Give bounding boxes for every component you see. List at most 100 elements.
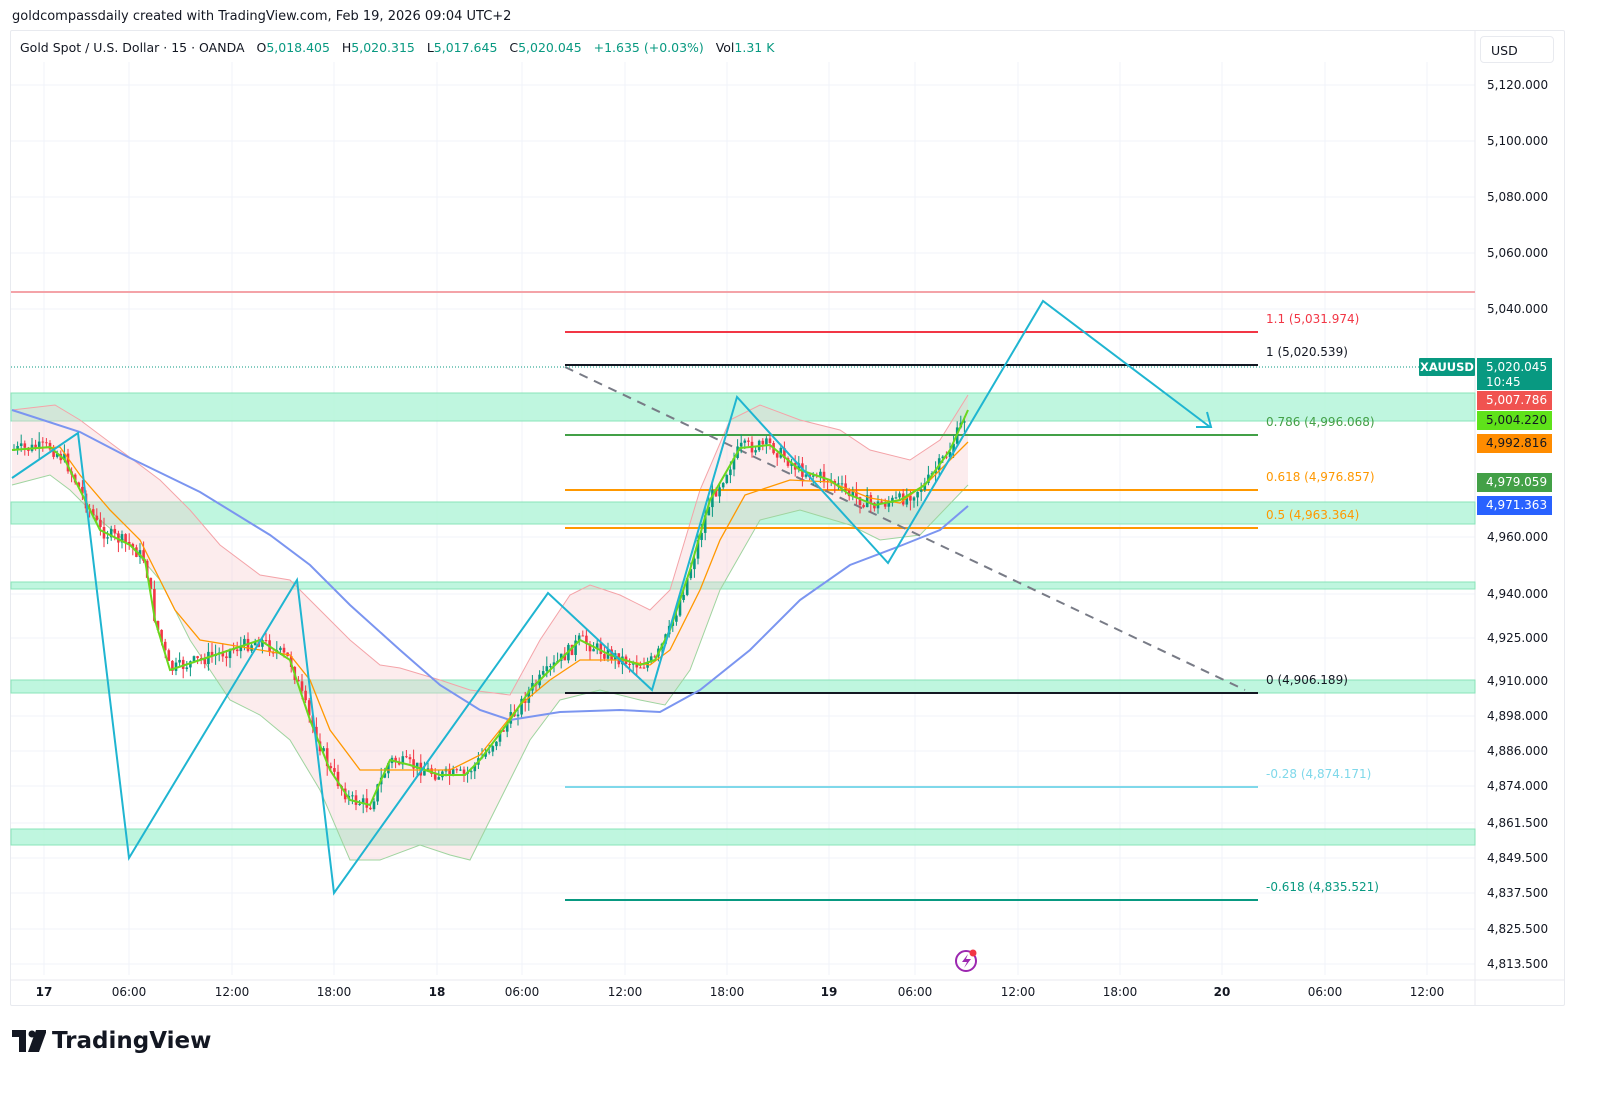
candle-body	[822, 471, 826, 481]
ma-mid	[11, 441, 969, 771]
candle-body	[581, 635, 585, 637]
candle-body	[649, 656, 653, 663]
fibonacci-retracement[interactable]: 1.1 (5,031.974) 1 (5,020.539) 0.786 (4,996…	[11, 312, 1475, 901]
fib-trend-line	[564, 366, 1246, 691]
candle-body	[235, 649, 239, 652]
candle-body	[37, 441, 41, 449]
demand-zone	[10, 828, 1476, 846]
candle-body	[228, 649, 232, 659]
candle-body	[91, 509, 95, 516]
wave-drawings[interactable]	[11, 299, 1213, 896]
time-axis[interactable]: 17 06:00 12:00 18:00 18 06:00 12:00 18:00 19 06:0…	[36, 985, 1445, 999]
candle-body	[635, 663, 639, 668]
candle-body	[811, 475, 815, 477]
candle-body	[203, 658, 207, 665]
candle-body	[333, 768, 336, 772]
candle-body	[732, 457, 736, 470]
candle-body	[844, 483, 847, 491]
candle-body	[642, 667, 646, 669]
candle-body	[595, 643, 599, 650]
price-tick-label: 4,849.500	[1487, 851, 1548, 865]
candle-body	[307, 700, 311, 716]
candle-body	[354, 795, 358, 805]
candle-body	[34, 444, 37, 449]
candle-body	[804, 474, 808, 477]
price-badge	[1477, 358, 1552, 390]
time-tick-label: 06:00	[505, 985, 540, 999]
candle-body	[459, 769, 462, 771]
price-badge	[1477, 411, 1552, 430]
candle-body	[365, 798, 369, 808]
candle-body	[131, 543, 135, 548]
time-tick-label: 12:00	[608, 985, 643, 999]
price-tick-label: 4,925.000	[1487, 631, 1548, 645]
candle-body	[840, 483, 844, 485]
countdown-label: 10:45	[1486, 375, 1521, 389]
candle-body	[405, 756, 408, 758]
candle-body	[52, 449, 55, 457]
currency-button[interactable]: USD	[1480, 36, 1554, 63]
candle-body	[891, 497, 894, 503]
fib-level-label: 0.618 (4,976.857)	[1266, 470, 1375, 484]
candle-body	[790, 463, 793, 466]
price-badge	[1477, 391, 1552, 410]
candle-body	[448, 768, 451, 776]
price-tick-label: 4,960.000	[1487, 530, 1548, 544]
elliott-wave-path	[11, 299, 1211, 896]
candle-body	[55, 453, 59, 457]
candle-body	[858, 497, 862, 506]
band-upper	[11, 394, 969, 696]
events-icon[interactable]	[955, 949, 977, 972]
candle-body	[397, 762, 401, 765]
fib-level-label: 1 (5,020.539)	[1266, 345, 1348, 359]
time-tick-label: 17	[36, 985, 53, 999]
candle-body	[948, 452, 952, 458]
candle-body	[196, 656, 199, 659]
candle-body	[552, 662, 556, 667]
candle-body	[693, 558, 696, 570]
time-tick-label: 19	[821, 985, 838, 999]
candle-body	[394, 757, 397, 763]
price-badge-label: 4,992.816	[1486, 436, 1547, 450]
candle-body	[775, 453, 779, 458]
candle-body	[628, 663, 631, 665]
fib-level-label: 0 (4,906.189)	[1266, 673, 1348, 687]
price-axis[interactable]: 5,120.000 5,100.000 5,080.000 5,060.000 5,04…	[1487, 78, 1548, 971]
candle-body	[77, 482, 81, 487]
candle-body	[574, 640, 577, 655]
symbol-title[interactable]: Gold Spot / U.S. Dollar · 15 · OANDA	[20, 40, 245, 55]
candle-body	[253, 641, 257, 646]
candle-body	[541, 671, 545, 675]
arrow-head-icon	[1196, 411, 1213, 428]
close-value: 5,020.045	[518, 40, 582, 55]
candle-body	[743, 440, 747, 443]
candle-body	[707, 507, 711, 516]
fib-level-label: -0.618 (4,835.521)	[1266, 880, 1379, 894]
candle-body	[401, 756, 405, 765]
symbol-tag-label: XAUUSD	[1420, 360, 1474, 374]
candle-body	[880, 501, 883, 504]
candle-body	[768, 438, 772, 443]
candle-body	[700, 532, 703, 540]
tradingview-logo[interactable]: TradingView	[12, 1028, 211, 1054]
candle-body	[912, 497, 916, 501]
candle-body	[383, 773, 387, 778]
candle-body	[181, 659, 185, 669]
candle-body	[225, 656, 228, 659]
candle-body	[19, 443, 23, 446]
band-lower	[11, 474, 969, 861]
price-tick-label: 5,100.000	[1487, 134, 1548, 148]
candle-body	[747, 440, 750, 442]
candle-body	[898, 493, 901, 498]
candle-body	[869, 495, 873, 503]
price-badge	[1477, 496, 1552, 515]
candle-body	[156, 621, 160, 630]
demand-zone	[10, 501, 1476, 525]
price-badge-label: 4,971.363	[1486, 498, 1547, 512]
candle-body	[66, 453, 70, 472]
candle-body	[415, 762, 419, 769]
candle-body	[210, 651, 214, 656]
chart-credit: goldcompassdaily created with TradingVie…	[12, 9, 512, 24]
price-badge-label: 5,020.045	[1486, 360, 1547, 374]
